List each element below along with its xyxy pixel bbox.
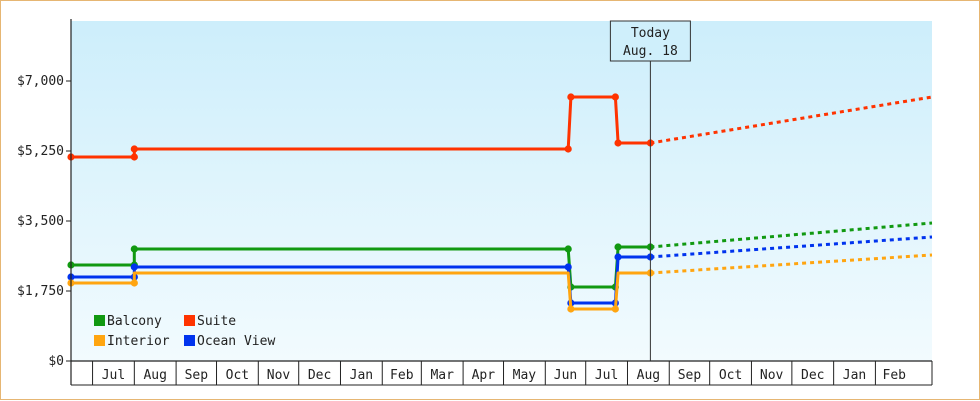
today-date: Aug. 18 xyxy=(623,44,678,59)
data-point-balcony xyxy=(614,243,622,251)
legend-swatch-suite xyxy=(184,315,195,326)
x-tick-label: Jun xyxy=(554,368,577,383)
data-point-suite xyxy=(130,145,138,153)
legend-swatch-interior xyxy=(94,335,105,346)
data-point-ocean-view xyxy=(564,263,572,271)
x-tick-label: Oct xyxy=(719,368,742,383)
data-point-balcony xyxy=(130,245,138,253)
x-tick-label: Feb xyxy=(883,368,907,383)
x-tick-label: Jul xyxy=(102,368,125,383)
x-tick-label: Mar xyxy=(430,368,454,383)
data-point-ocean-view xyxy=(130,263,138,271)
data-point-interior xyxy=(611,305,619,313)
data-point-suite xyxy=(564,145,572,153)
series-suite xyxy=(67,93,933,161)
x-tick-label: Nov xyxy=(760,368,784,383)
x-tick-label: Oct xyxy=(226,368,249,383)
x-tick-label: Jul xyxy=(595,368,618,383)
x-tick-label: Feb xyxy=(390,368,414,383)
x-tick-label: Sep xyxy=(185,368,209,383)
data-point-ocean-view xyxy=(614,253,622,261)
y-tick-label: $7,000 xyxy=(17,74,64,89)
x-tick-label: Nov xyxy=(267,368,291,383)
x-tick-label: Apr xyxy=(472,368,496,383)
data-point-suite xyxy=(130,153,138,161)
legend-label-interior: Interior xyxy=(107,334,170,349)
y-tick-label: $0 xyxy=(48,354,64,369)
data-point-suite xyxy=(567,93,575,101)
x-tick-label: Sep xyxy=(678,368,702,383)
x-tick-label: Aug xyxy=(637,368,660,383)
legend-label-balcony: Balcony xyxy=(107,314,162,329)
legend-swatch-ocean-view xyxy=(184,335,195,346)
series-layer xyxy=(67,93,933,313)
forecast-line-interior xyxy=(650,253,933,275)
x-tick-label: Jan xyxy=(350,368,373,383)
plot-background xyxy=(71,21,932,361)
data-point-suite xyxy=(614,139,622,147)
forecast-line-balcony xyxy=(650,221,933,249)
x-tick-label: May xyxy=(513,368,537,383)
legend-swatch-balcony xyxy=(94,315,105,326)
series-interior xyxy=(67,253,933,313)
x-tick-label: Aug xyxy=(143,368,166,383)
axis-layer: $0 $1,750 $3,500 $5,250 $7,000 Jul Aug Sep Oct No… xyxy=(17,19,933,386)
today-label: Today xyxy=(631,26,670,41)
data-point-interior xyxy=(567,305,575,313)
today-callout: Today Aug. 18 xyxy=(609,20,691,361)
legend-label-suite: Suite xyxy=(197,314,236,329)
y-tick-label: $3,500 xyxy=(17,214,64,229)
y-tick-label: $5,250 xyxy=(17,144,64,159)
x-tick-label: Jan xyxy=(843,368,866,383)
x-tick-label: Dec xyxy=(308,368,331,383)
x-tick-label: Dec xyxy=(801,368,824,383)
data-point-interior xyxy=(130,279,138,287)
forecast-line-ocean-view xyxy=(650,235,933,259)
data-point-balcony xyxy=(564,245,572,253)
y-tick-label: $1,750 xyxy=(17,284,64,299)
data-point-suite xyxy=(611,93,619,101)
legend: Balcony Suite Interior Ocean View xyxy=(94,314,275,349)
legend-label-ocean-view: Ocean View xyxy=(197,334,275,349)
today-box xyxy=(609,20,691,62)
